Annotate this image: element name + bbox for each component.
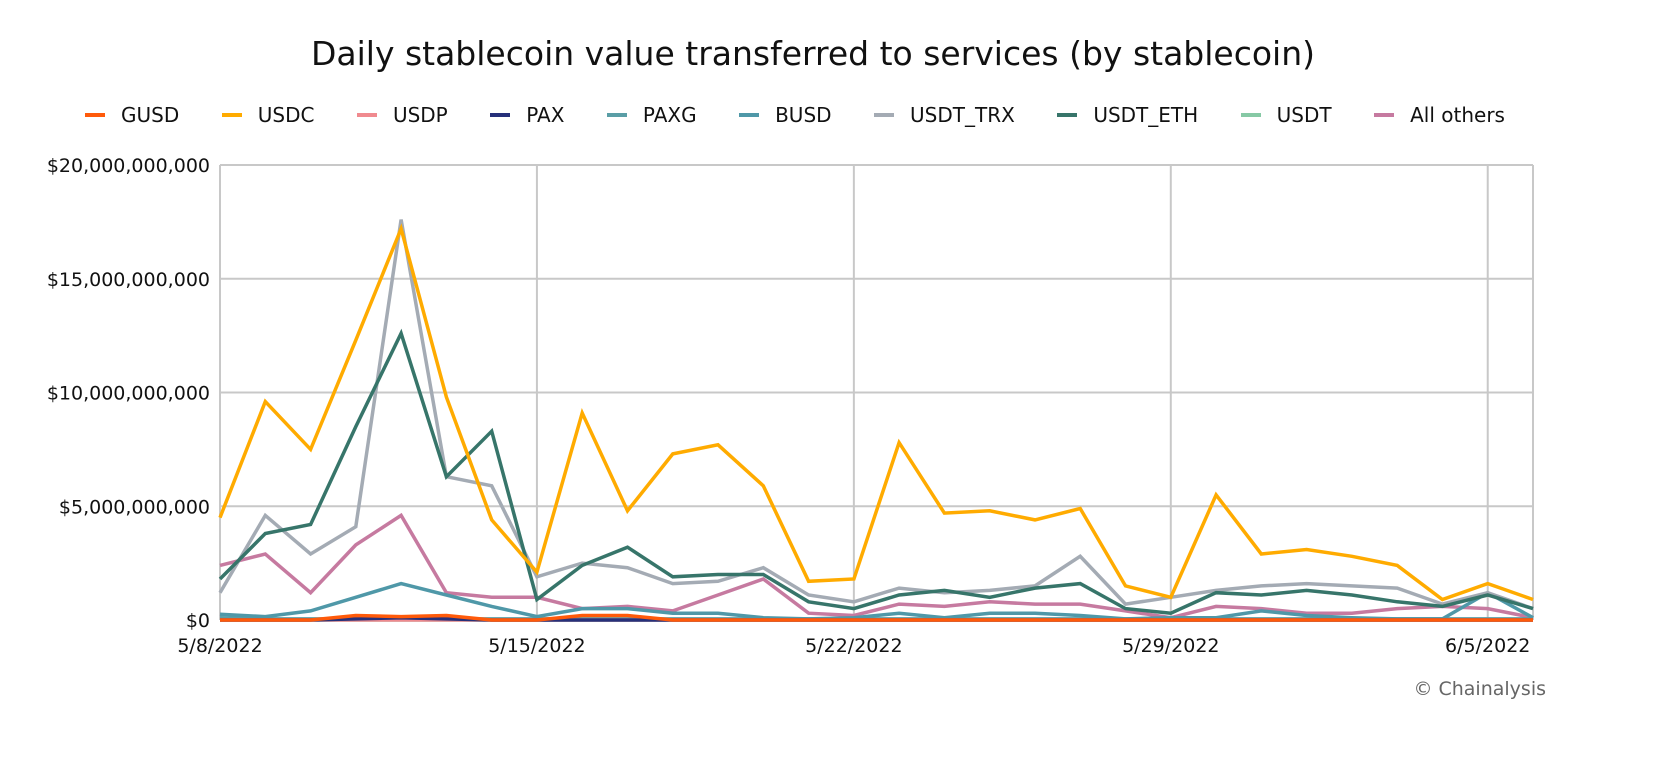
legend-item-usdp: USDP: [356, 103, 448, 127]
legend-item-paxg: PAXG: [606, 103, 697, 127]
legend-label: PAXG: [642, 103, 697, 127]
series-line-usdt-eth: [218, 328, 1534, 615]
legend-label: USDP: [392, 103, 448, 127]
series-line-gusd: [220, 613, 1533, 622]
y-tick-label: $15,000,000,000: [47, 269, 210, 291]
legend-label: USDT_ETH: [1093, 103, 1199, 127]
x-tick-label: 6/5/2022: [1445, 635, 1530, 657]
chart-title: Daily stablecoin value transferred to se…: [310, 34, 1316, 73]
legend-item-usdt-trx: USDT_TRX: [874, 103, 1015, 127]
legend-label: USDT: [1276, 103, 1332, 127]
legend-item-busd: BUSD: [739, 103, 832, 127]
legend-swatch: [1057, 113, 1078, 117]
legend-item-usdt-eth: USDT_ETH: [1057, 103, 1198, 127]
series-line-usdt-trx: [218, 219, 1534, 611]
legend: GUSD USDC USDP PAX PAXG BUSD USDT_TRX USDT_ETH U…: [85, 103, 1505, 127]
legend-swatch: [221, 113, 242, 117]
series-line-busd: [219, 581, 1534, 621]
legend-label: USDC: [257, 103, 315, 127]
legend-item-gusd: GUSD: [85, 103, 179, 127]
legend-label: PAX: [526, 103, 565, 127]
series-line-usdc: [218, 223, 1534, 602]
y-tick-label: $20,000,000,000: [47, 155, 210, 177]
x-tick-label: 5/29/2022: [1122, 635, 1219, 657]
x-tick-label: 5/8/2022: [177, 635, 262, 657]
legend-swatch: [1240, 113, 1261, 117]
legend-label: BUSD: [775, 103, 832, 127]
y-tick-label: $5,000,000,000: [59, 496, 210, 518]
series-line-all-others: [219, 512, 1534, 620]
legend-item-usdt: USDT: [1240, 103, 1332, 127]
x-tick-label: 5/22/2022: [805, 635, 902, 657]
legend-swatch: [606, 113, 627, 117]
legend-label: All others: [1410, 103, 1505, 127]
legend-swatch: [1374, 113, 1395, 117]
legend-swatch: [739, 113, 760, 117]
legend-swatch: [490, 113, 511, 117]
legend-swatch: [874, 113, 895, 117]
legend-label: GUSD: [121, 103, 180, 127]
legend-swatch: [356, 113, 377, 117]
y-tick-label: $10,000,000,000: [47, 383, 210, 405]
legend-swatch: [85, 113, 105, 117]
y-tick-label: $0: [186, 610, 210, 632]
legend-label: USDT_TRX: [910, 103, 1015, 127]
legend-item-all-others: All others: [1374, 103, 1505, 127]
x-tick-label: 5/15/2022: [488, 635, 585, 657]
legend-item-usdc: USDC: [221, 103, 315, 127]
legend-item-pax: PAX: [490, 103, 564, 127]
copyright-notice: © Chainalysis: [1413, 678, 1546, 700]
